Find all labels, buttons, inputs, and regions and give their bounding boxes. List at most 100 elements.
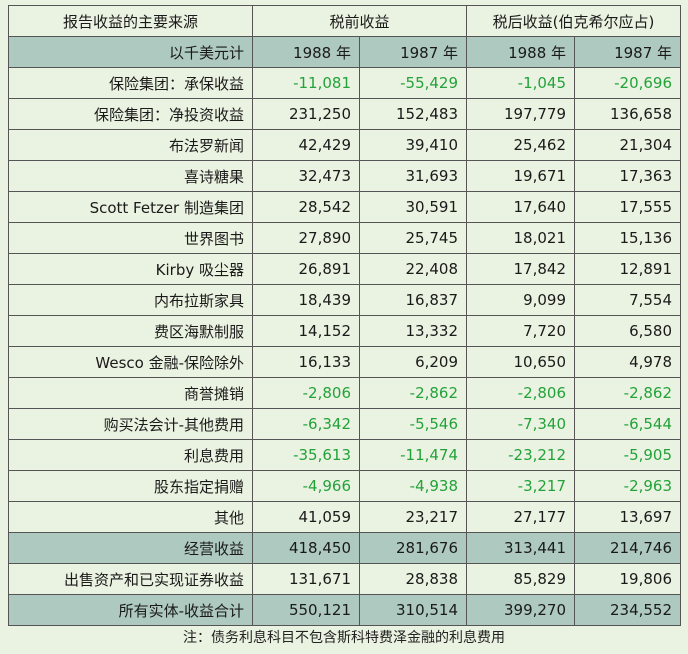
table-row: Wesco 金融-保险除外 16,133 6,209 10,650 4,978 [8, 346, 682, 378]
value-cell: 39,410 [358, 129, 468, 161]
value-cell: 6,209 [358, 346, 468, 378]
earnings-table-container: 报告收益的主要来源 税前收益 税后收益(伯克希尔应占) 以千美元计 1988 年… [8, 5, 682, 626]
value-cell: 13,332 [358, 315, 468, 347]
table-row: 内布拉斯家具 18,439 16,837 9,099 7,554 [8, 284, 682, 316]
value-cell: -7,340 [466, 408, 576, 440]
value-cell: 399,270 [466, 594, 576, 626]
summary-row: 经营收益 418,450 281,676 313,441 214,746 [8, 532, 682, 564]
value-cell: 4,978 [574, 346, 682, 378]
row-label: 所有实体-收益合计 [8, 594, 253, 626]
year-header: 1988 年 [466, 36, 576, 68]
value-cell: 9,099 [466, 284, 576, 316]
value-cell: -11,081 [252, 67, 360, 99]
value-cell: 27,890 [252, 222, 360, 254]
table-row: 利息费用 -35,613 -11,474 -23,212 -5,905 [8, 439, 682, 471]
value-cell: 16,837 [358, 284, 468, 316]
row-label: 费区海默制服 [8, 315, 253, 347]
value-cell: -6,544 [574, 408, 682, 440]
row-label: 世界图书 [8, 222, 253, 254]
year-header: 1987 年 [358, 36, 468, 68]
value-cell: 42,429 [252, 129, 360, 161]
table-row: 布法罗新闻 42,429 39,410 25,462 21,304 [8, 129, 682, 161]
table-row: 出售资产和已实现证券收益 131,671 28,838 85,829 19,806 [8, 563, 682, 595]
row-label: Kirby 吸尘器 [8, 253, 253, 285]
value-cell: 234,552 [574, 594, 682, 626]
value-cell: 21,304 [574, 129, 682, 161]
table-row: 保险集团：净投资收益 231,250 152,483 197,779 136,658 [8, 98, 682, 130]
header-row-years: 以千美元计 1988 年 1987 年 1988 年 1987 年 [8, 36, 682, 68]
value-cell: -2,806 [252, 377, 360, 409]
value-cell: 41,059 [252, 501, 360, 533]
row-label: 利息费用 [8, 439, 253, 471]
value-cell: -4,966 [252, 470, 360, 502]
summary-row: 所有实体-收益合计 550,121 310,514 399,270 234,552 [8, 594, 682, 626]
value-cell: 23,217 [358, 501, 468, 533]
value-cell: 17,363 [574, 160, 682, 192]
header-row-groups: 报告收益的主要来源 税前收益 税后收益(伯克希尔应占) [8, 5, 682, 37]
value-cell: -2,862 [358, 377, 468, 409]
value-cell: 10,650 [466, 346, 576, 378]
value-cell: 28,838 [358, 563, 468, 595]
value-cell: -6,342 [252, 408, 360, 440]
value-cell: 17,640 [466, 191, 576, 223]
value-cell: 15,136 [574, 222, 682, 254]
value-cell: 25,462 [466, 129, 576, 161]
value-cell: 27,177 [466, 501, 576, 533]
row-label: 商誉摊销 [8, 377, 253, 409]
value-cell: -20,696 [574, 67, 682, 99]
value-cell: 18,439 [252, 284, 360, 316]
table-row: Kirby 吸尘器 26,891 22,408 17,842 12,891 [8, 253, 682, 285]
row-label: Scott Fetzer 制造集团 [8, 191, 253, 223]
value-cell: -5,546 [358, 408, 468, 440]
earnings-table: 报告收益的主要来源 税前收益 税后收益(伯克希尔应占) 以千美元计 1988 年… [8, 5, 682, 626]
row-label: 喜诗糖果 [8, 160, 253, 192]
row-label: 经营收益 [8, 532, 253, 564]
row-label: 保险集团：净投资收益 [8, 98, 253, 130]
value-cell: 22,408 [358, 253, 468, 285]
row-label: 保险集团：承保收益 [8, 67, 253, 99]
year-header: 1988 年 [252, 36, 360, 68]
value-cell: 197,779 [466, 98, 576, 130]
pretax-group-header: 税前收益 [251, 5, 468, 37]
value-cell: -35,613 [252, 439, 360, 471]
value-cell: -5,905 [574, 439, 682, 471]
value-cell: 550,121 [252, 594, 360, 626]
value-cell: 313,441 [466, 532, 576, 564]
value-cell: 310,514 [358, 594, 468, 626]
value-cell: 26,891 [252, 253, 360, 285]
value-cell: 16,133 [252, 346, 360, 378]
value-cell: 17,555 [574, 191, 682, 223]
value-cell: -2,963 [574, 470, 682, 502]
value-cell: 131,671 [252, 563, 360, 595]
value-cell: 31,693 [358, 160, 468, 192]
table-row: 喜诗糖果 32,473 31,693 19,671 17,363 [8, 160, 682, 192]
table-row: 费区海默制服 14,152 13,332 7,720 6,580 [8, 315, 682, 347]
row-label: 股东指定捐赠 [8, 470, 253, 502]
value-cell: 30,591 [358, 191, 468, 223]
value-cell: 6,580 [574, 315, 682, 347]
value-cell: -3,217 [466, 470, 576, 502]
unit-label: 以千美元计 [8, 36, 253, 68]
table-row: Scott Fetzer 制造集团 28,542 30,591 17,640 17,55… [8, 191, 682, 223]
value-cell: 7,720 [466, 315, 576, 347]
value-cell: 14,152 [252, 315, 360, 347]
row-label: 出售资产和已实现证券收益 [8, 563, 253, 595]
row-label: 内布拉斯家具 [8, 284, 253, 316]
table-row: 其他 41,059 23,217 27,177 13,697 [8, 501, 682, 533]
value-cell: 28,542 [252, 191, 360, 223]
value-cell: -2,806 [466, 377, 576, 409]
value-cell: 32,473 [252, 160, 360, 192]
value-cell: 418,450 [252, 532, 360, 564]
value-cell: 17,842 [466, 253, 576, 285]
value-cell: 12,891 [574, 253, 682, 285]
value-cell: 18,021 [466, 222, 576, 254]
table-row: 商誉摊销 -2,806 -2,862 -2,806 -2,862 [8, 377, 682, 409]
value-cell: -1,045 [466, 67, 576, 99]
value-cell: 19,671 [466, 160, 576, 192]
year-header: 1987 年 [574, 36, 682, 68]
row-label: 其他 [8, 501, 253, 533]
value-cell: -23,212 [466, 439, 576, 471]
table-row: 世界图书 27,890 25,745 18,021 15,136 [8, 222, 682, 254]
value-cell: 13,697 [574, 501, 682, 533]
table-row: 购买法会计-其他费用 -6,342 -5,546 -7,340 -6,544 [8, 408, 682, 440]
